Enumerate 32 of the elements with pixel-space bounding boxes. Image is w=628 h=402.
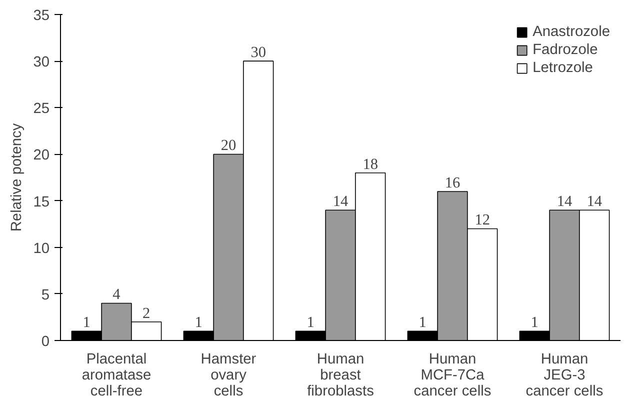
data-label: 1 [530,314,538,332]
legend-label: Letrozole [532,60,593,76]
y-tick-label: 30 [33,54,50,71]
y-tick-label: 0 [41,334,50,350]
data-label: 2 [142,304,150,322]
data-label: 1 [194,314,202,332]
y-tick-label: 10 [33,240,50,257]
data-label: 14 [332,193,348,210]
y-tick-label: 20 [33,148,50,164]
data-label: 4 [112,286,121,304]
data-label: 16 [444,174,460,192]
data-label: 30 [250,44,266,62]
data-label: 12 [474,212,490,229]
data-label: 1 [82,314,90,332]
data-label: 18 [362,156,378,173]
data-label: 14 [586,193,602,210]
y-tick-label: 25 [33,101,50,118]
y-axis-title: Relative potency [9,122,26,232]
legend-label: Anastrozole [532,24,610,40]
y-tick-label: 15 [33,194,50,210]
data-label: 1 [306,314,314,332]
data-label: 20 [220,137,236,154]
data-label: 1 [418,314,426,332]
x-tick-label: Human JEG-3 cancer cells [526,352,604,400]
data-label: 14 [556,193,572,210]
x-tick-label: Human MCF-7Ca cancer cells [414,352,492,400]
x-tick-label: Hamster ovary cells [200,352,256,400]
x-tick-label: Placental aromatase cell-free [82,352,152,400]
y-tick-label: 5 [41,287,50,304]
y-tick-label: 35 [33,8,50,24]
legend-label: Fadrozole [532,42,598,58]
x-tick-label: Human breast fibroblasts [307,352,374,400]
